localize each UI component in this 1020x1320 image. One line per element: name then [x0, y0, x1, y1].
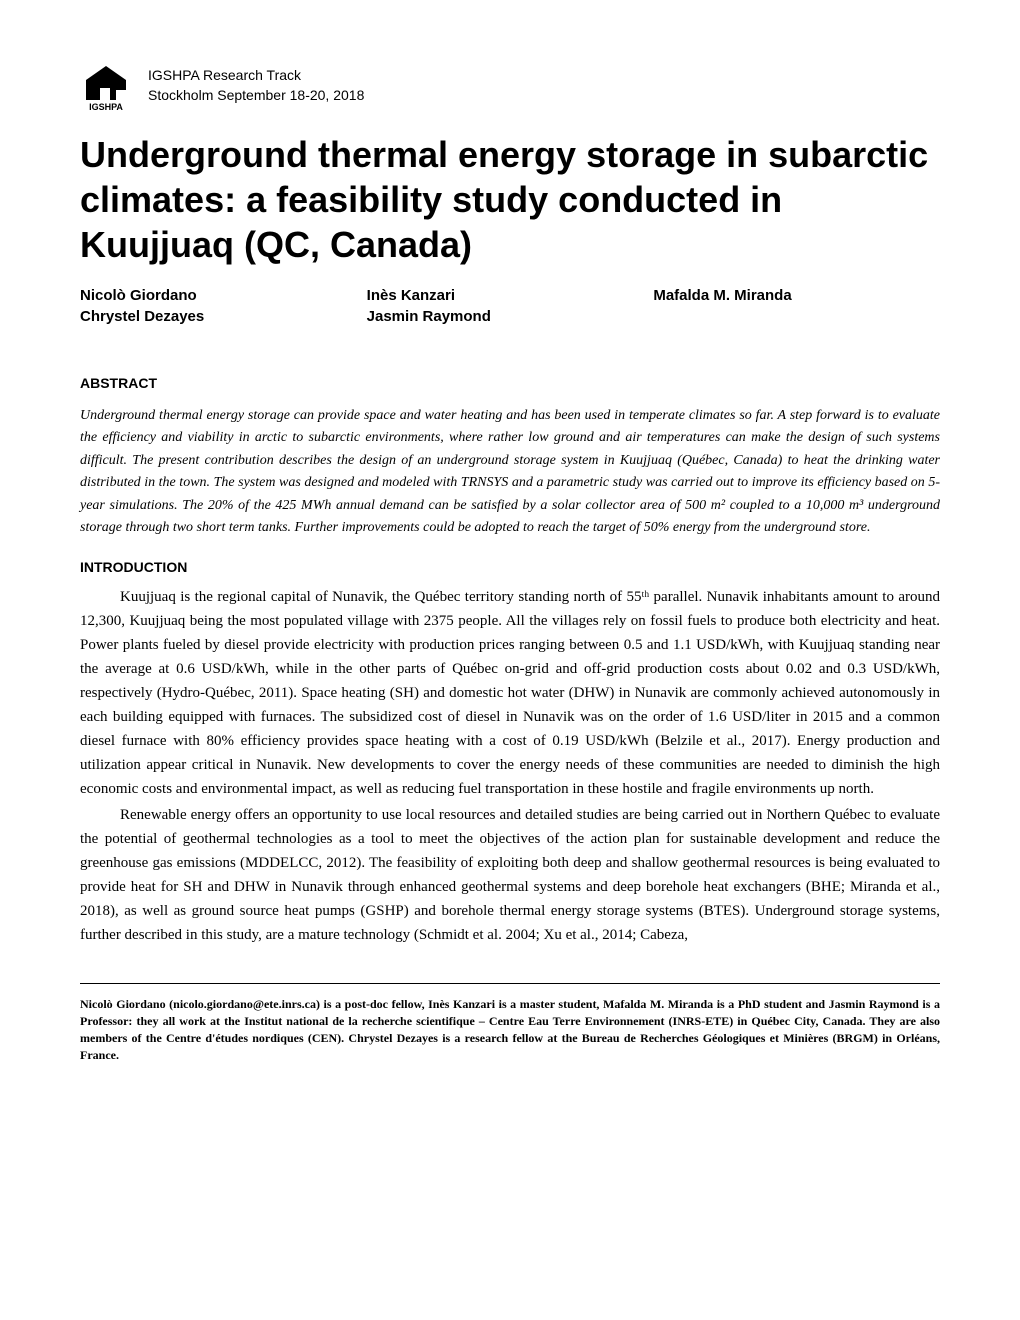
- intro-paragraph: Kuujjuaq is the regional capital of Nuna…: [80, 585, 940, 801]
- footnote-text: Nicolò Giordano (nicolo.giordano@ete.inr…: [80, 996, 940, 1063]
- track-line1: IGSHPA Research Track: [148, 66, 364, 86]
- author-name: Mafalda M. Miranda: [653, 287, 940, 304]
- svg-text:IGSHPA: IGSHPA: [89, 102, 123, 112]
- author-name: Chrystel Dezayes: [80, 308, 367, 325]
- author-name: Inès Kanzari: [367, 287, 654, 304]
- author-name: [653, 308, 940, 325]
- track-info: IGSHPA Research Track Stockholm Septembe…: [148, 60, 364, 105]
- abstract-heading: ABSTRACT: [80, 375, 940, 391]
- footnote-divider: [80, 983, 940, 984]
- igshpa-logo-icon: IGSHPA: [80, 60, 132, 112]
- author-name: Jasmin Raymond: [367, 308, 654, 325]
- track-line2: Stockholm September 18-20, 2018: [148, 86, 364, 106]
- abstract-text: Underground thermal energy storage can p…: [80, 405, 940, 539]
- header-row: IGSHPA IGSHPA Research Track Stockholm S…: [80, 60, 940, 112]
- paper-title: Underground thermal energy storage in su…: [80, 132, 940, 267]
- intro-paragraph: Renewable energy offers an opportunity t…: [80, 803, 940, 947]
- author-name: Nicolò Giordano: [80, 287, 367, 304]
- introduction-heading: INTRODUCTION: [80, 559, 940, 575]
- authors-grid: Nicolò Giordano Inès Kanzari Mafalda M. …: [80, 287, 940, 325]
- page-container: IGSHPA IGSHPA Research Track Stockholm S…: [0, 0, 1020, 1116]
